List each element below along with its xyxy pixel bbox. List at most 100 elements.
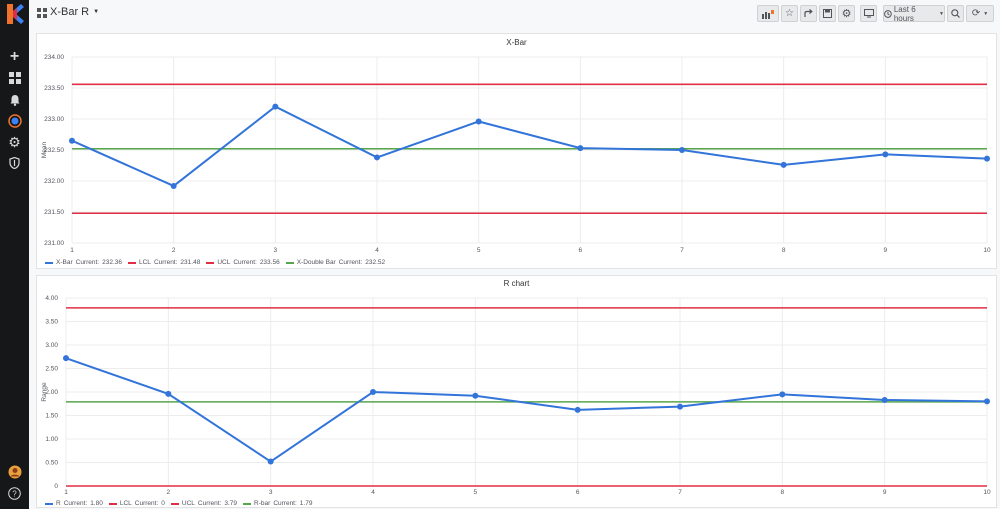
legend-current-value: 232.52 bbox=[365, 259, 386, 266]
x-tick-label: 5 bbox=[477, 247, 481, 254]
x-tick-label: 9 bbox=[883, 489, 887, 496]
time-range-picker[interactable]: Last 6 hours ▼ bbox=[883, 5, 945, 23]
legend-series-name: R-bar bbox=[254, 500, 271, 507]
data-point-x-bar[interactable] bbox=[170, 182, 177, 189]
legend-series-name: LCL bbox=[119, 500, 132, 507]
settings-button[interactable]: ⚙ bbox=[838, 5, 855, 22]
data-point-x-bar[interactable] bbox=[475, 118, 482, 125]
x-tick-label: 6 bbox=[579, 247, 583, 254]
legend-item[interactable]: X-Double Bar Current: 232.52 bbox=[285, 259, 386, 266]
data-point-x-bar[interactable] bbox=[984, 155, 990, 162]
y-tick-label: 1.00 bbox=[45, 436, 58, 443]
rchart-legend: R Current: 1.80 LCL Current: 0 UCL Current: 3.79… bbox=[45, 500, 312, 507]
legend-current-label: Current: bbox=[75, 259, 100, 266]
legend-series-name: LCL bbox=[139, 259, 151, 266]
x-tick-label: 7 bbox=[680, 247, 684, 254]
gear-icon[interactable]: ⚙ bbox=[8, 133, 21, 150]
clock-icon bbox=[884, 9, 892, 18]
x-tick-label: 3 bbox=[274, 247, 278, 254]
caret-down-icon: ▼ bbox=[939, 10, 944, 17]
y-axis-label: Mean bbox=[41, 141, 48, 158]
legend-current-value: 0 bbox=[161, 500, 165, 507]
panel-title[interactable]: R chart bbox=[503, 279, 530, 288]
data-point-x-bar[interactable] bbox=[780, 161, 787, 168]
y-tick-label: 231.00 bbox=[44, 240, 64, 247]
shield-icon[interactable] bbox=[7, 155, 22, 170]
data-point-x-bar[interactable] bbox=[679, 147, 685, 153]
y-tick-label: 232.00 bbox=[44, 178, 64, 185]
alert-bell-icon[interactable] bbox=[7, 92, 22, 107]
tv-mode-button[interactable] bbox=[860, 5, 877, 22]
legend-item[interactable]: X-Bar Current: 232.36 bbox=[45, 259, 122, 266]
star-button[interactable]: ☆ bbox=[781, 5, 798, 22]
zoom-out-button[interactable] bbox=[947, 5, 964, 22]
explore-icon[interactable] bbox=[7, 113, 22, 128]
legend-current-label: Current: bbox=[197, 500, 222, 507]
monitor-icon bbox=[863, 9, 874, 18]
data-point-r[interactable] bbox=[574, 406, 581, 413]
star-icon: ☆ bbox=[785, 8, 794, 19]
xbar-legend: X-Bar Current: 232.36 LCL Current: 231.48 UCL C… bbox=[45, 259, 385, 266]
dashboard-picker[interactable]: X-Bar R ▼ bbox=[50, 6, 99, 18]
top-navbar: X-Bar R ▼ ☆ ⚙ Last 6 hours ▼ ⟳ ▼ bbox=[29, 0, 1000, 29]
x-tick-label: 9 bbox=[884, 247, 888, 254]
x-tick-label: 3 bbox=[269, 489, 273, 496]
help-icon[interactable]: ? bbox=[7, 486, 22, 501]
data-point-x-bar[interactable] bbox=[882, 151, 889, 158]
data-point-x-bar[interactable] bbox=[272, 103, 279, 110]
data-point-x-bar[interactable] bbox=[69, 137, 75, 144]
y-tick-label: 231.50 bbox=[44, 209, 64, 216]
y-tick-label: 3.00 bbox=[45, 342, 58, 349]
x-tick-label: 4 bbox=[371, 489, 375, 496]
gear-icon: ⚙ bbox=[841, 8, 852, 20]
data-point-r[interactable] bbox=[267, 458, 274, 465]
x-tick-label: 7 bbox=[678, 489, 682, 496]
series-line-x-bar bbox=[71, 105, 988, 188]
y-tick-label: 2.00 bbox=[45, 389, 58, 396]
data-point-r[interactable] bbox=[779, 391, 786, 398]
panel-title[interactable]: X-Bar bbox=[506, 38, 527, 47]
legend-item[interactable]: LCL Current: 231.48 bbox=[128, 259, 200, 266]
legend-item[interactable]: R-bar Current: 1.79 bbox=[243, 500, 312, 507]
user-avatar-icon[interactable] bbox=[7, 464, 22, 479]
data-point-r[interactable] bbox=[984, 398, 990, 405]
add-panel-icon bbox=[762, 9, 774, 19]
series-line-r bbox=[65, 357, 988, 463]
help-glyph: ? bbox=[12, 490, 17, 499]
plus-icon[interactable]: + bbox=[9, 47, 20, 65]
xbar-panel: X-Bar 231.00 231.50 232.00 232.50 233.00 233.… bbox=[36, 33, 997, 269]
dashboards-icon[interactable] bbox=[7, 70, 22, 85]
share-button[interactable] bbox=[800, 5, 817, 22]
legend-current-value: 233.56 bbox=[259, 259, 280, 266]
x-tick-label: 2 bbox=[172, 247, 176, 254]
data-point-x-bar[interactable] bbox=[374, 154, 380, 161]
caret-down-icon: ▼ bbox=[93, 9, 100, 15]
legend-current-value: 231.48 bbox=[180, 259, 201, 266]
data-point-r[interactable] bbox=[881, 396, 888, 403]
refresh-button[interactable]: ⟳ ▼ bbox=[966, 5, 994, 22]
legend-series-name: UCL bbox=[181, 500, 195, 507]
data-point-r[interactable] bbox=[63, 355, 69, 362]
data-point-r[interactable] bbox=[165, 390, 172, 397]
x-tick-label: 2 bbox=[167, 489, 171, 496]
x-tick-label: 4 bbox=[375, 247, 379, 254]
x-tick-label: 1 bbox=[64, 489, 68, 496]
x-tick-label: 1 bbox=[70, 247, 74, 254]
legend-item[interactable]: R Current: 1.80 bbox=[45, 500, 103, 507]
data-point-r[interactable] bbox=[677, 403, 683, 410]
data-point-x-bar[interactable] bbox=[577, 145, 584, 152]
add-panel-button[interactable] bbox=[757, 5, 779, 22]
legend-swatch bbox=[128, 261, 136, 264]
app-logo-icon[interactable] bbox=[4, 3, 25, 25]
save-button[interactable] bbox=[819, 5, 836, 22]
legend-item[interactable]: UCL Current: 3.79 bbox=[170, 500, 237, 507]
legend-item[interactable]: UCL Current: 233.56 bbox=[206, 259, 280, 266]
legend-current-label: Current: bbox=[134, 500, 159, 507]
data-point-r[interactable] bbox=[472, 392, 479, 399]
legend-item[interactable]: LCL Current: 0 bbox=[108, 500, 165, 507]
data-point-r[interactable] bbox=[370, 389, 376, 395]
rchart-panel: R chart 0 0.50 1.00 1.50 2.00 2.50 3.00 3.50 4.0… bbox=[36, 275, 997, 508]
y-axis-label: Range bbox=[41, 382, 48, 402]
dashboard-title: X-Bar R bbox=[50, 6, 90, 18]
legend-current-value: 232.36 bbox=[102, 259, 122, 266]
